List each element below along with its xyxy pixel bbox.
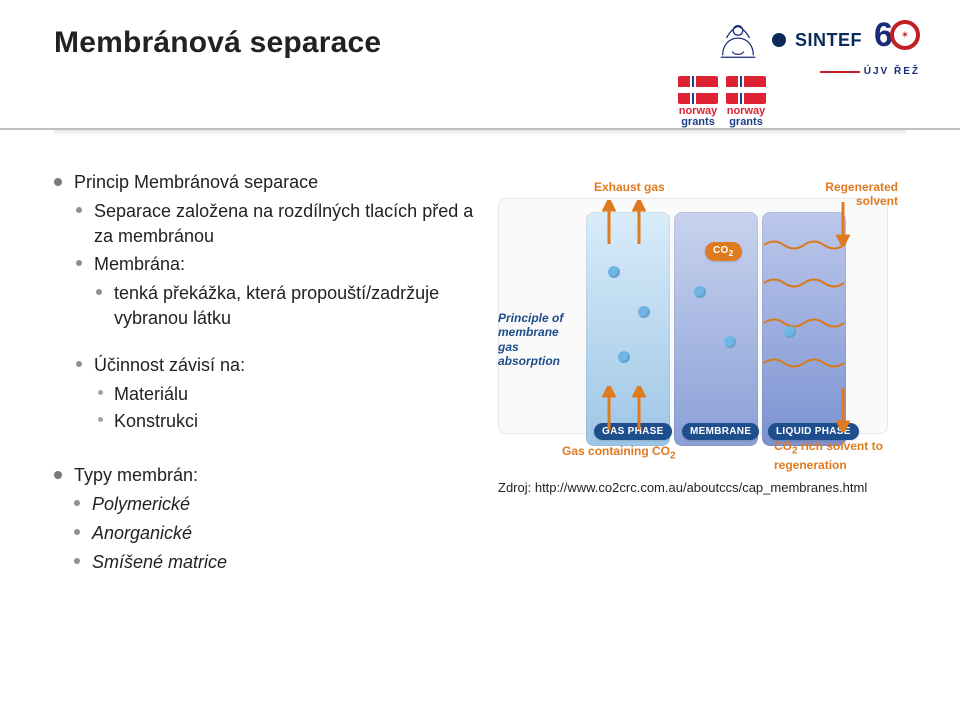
wave-icon [762,276,846,290]
co2-out-label: CO2 rich solvent to regeneration [774,439,894,472]
slide: Membránová separace SINTEF 6 ✶ [0,0,960,704]
molecule-icon [724,336,736,348]
bullet-text: Princip Membránová separace [74,172,318,192]
arrow-down-icon [836,386,850,432]
molecule-icon [608,266,620,278]
bullet-text: Separace založena na rozdílných tlacích … [94,201,473,246]
bullet-text: Typy membrán: [74,465,198,485]
bullet-material: Materiálu [94,382,474,407]
arrow-up-icon [602,386,616,432]
type-mixed: Smíšené matrice [72,550,474,575]
wave-icon [762,238,846,252]
arrow-up-icon [602,200,616,246]
header: Membránová separace SINTEF 6 ✶ [54,26,906,144]
molecule-icon [694,286,706,298]
sintef-text: SINTEF [795,30,862,51]
bullet-separation: Separace založena na rozdílných tlacích … [74,199,474,249]
sixty-logo: 6 ✶ [872,16,920,64]
gas-in-label: Gas containing CO2 [562,444,676,462]
wave-icon [762,316,846,330]
co2-out-text: CO [774,439,792,453]
norway-flag-icon [726,76,766,104]
norway-grants-logo-1: norway grants [678,76,718,128]
co2-sub: 2 [729,248,734,258]
molecule-icon [784,326,796,338]
gas-in-text: Gas containing CO [562,444,670,458]
regenerated-label: Regenerated solvent [798,180,898,209]
body: Princip Membránová separace Separace zal… [54,170,906,674]
figure-column: GAS PHASE MEMBRANE LIQUID PHASE CO2 Prin… [498,170,906,674]
divider-shadow [54,130,906,136]
bullet-membrane: Membrána: tenká překážka, která propoušt… [74,252,474,330]
logo-row: SINTEF 6 ✶ [715,16,920,64]
norway-flag-icon [678,76,718,104]
type-anorganic: Anorganické [72,521,474,546]
principle-label: Principle of membrane gas absorption [498,311,582,369]
grants-text: grants [681,117,715,128]
lion-logo-icon [715,17,761,63]
gas-phase-column [586,212,670,446]
norway-logos: norway grants norway grants [678,76,766,128]
norway-grants-logo-2: norway grants [726,76,766,128]
co2-pill: CO2 [705,242,742,261]
bullet-text: Smíšené matrice [92,552,227,572]
arrow-up-icon [632,200,646,246]
bullet-types: Typy membrán: Polymerické Anorganické Sm… [54,463,474,574]
text-column: Princip Membránová separace Separace zal… [54,170,474,674]
membrane-diagram: GAS PHASE MEMBRANE LIQUID PHASE CO2 Prin… [498,176,888,466]
exhaust-label: Exhaust gas [594,180,665,194]
bullet-text: Membrána: [94,254,185,274]
sintef-dot-icon [771,32,787,48]
bullet-text: Materiálu [114,384,188,404]
source-citation: Zdroj: http://www.co2crc.com.au/aboutccs… [498,480,867,495]
bullet-text: Anorganické [92,523,192,543]
bullet-membrane-def: tenká překážka, která propouští/zadržuje… [94,281,474,331]
sintef-logo: SINTEF [771,30,862,51]
co2-text: CO [713,245,729,256]
grants-text: grants [729,117,763,128]
molecule-icon [618,351,630,363]
bullet-construction: Konstrukci [94,409,474,434]
bullet-efficiency: Účinnost závisí na: Materiálu Konstrukci [74,353,474,433]
bullet-text: Účinnost závisí na: [94,355,245,375]
ujv-bar [820,71,860,73]
type-polymer: Polymerické [72,492,474,517]
ujv-text: ÚJV ŘEŽ [864,66,920,77]
ujv-label: ÚJV ŘEŽ [820,66,920,77]
gas-in-sub: 2 [670,450,676,461]
molecule-icon [638,306,650,318]
bullet-text: tenká překážka, která propouští/zadržuje… [114,283,439,328]
bullet-principle: Princip Membránová separace Separace zal… [54,170,474,433]
arrow-up-icon [632,386,646,432]
wave-icon [762,356,846,370]
zero-circle-icon: ✶ [890,20,920,50]
bullet-text: Polymerické [92,494,190,514]
membrane-pill: MEMBRANE [682,423,759,440]
bullet-text: Konstrukci [114,411,198,431]
